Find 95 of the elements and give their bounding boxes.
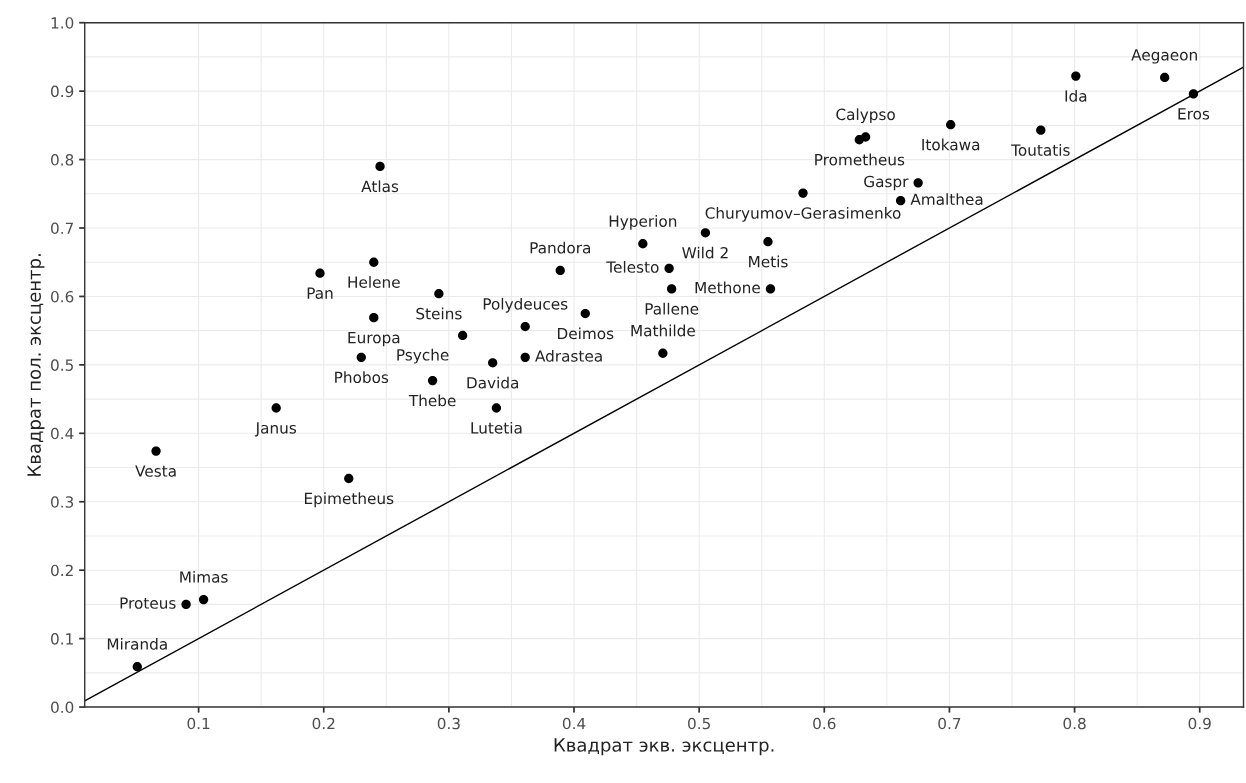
x-tick-label: 0.6 — [813, 717, 836, 730]
annotation: Psyche — [397, 348, 449, 364]
point — [895, 195, 906, 206]
x-tick-label: 0.4 — [562, 717, 586, 730]
y-tick-label: 0.3 — [51, 496, 74, 508]
point — [765, 284, 776, 294]
annotation: Adrastea — [535, 349, 602, 362]
point — [1188, 89, 1199, 99]
annotation: Janus — [254, 422, 297, 437]
x-axis-title: Квадрат экв. эксцентр. — [554, 738, 774, 756]
annotation: Itokawa — [922, 138, 980, 151]
annotation: Phobos — [335, 371, 389, 384]
point — [913, 178, 923, 188]
point — [580, 308, 590, 319]
point — [315, 268, 325, 278]
annotation: Mimas — [180, 570, 228, 583]
y-axis-title: Квадрат пол. эксцентр. — [27, 254, 45, 476]
y-tick-label: 0.2 — [51, 564, 73, 577]
x-tick-label: 0.9 — [1188, 717, 1211, 730]
annotation: Prometheus — [815, 153, 905, 166]
annotation: Pan — [307, 287, 333, 299]
point — [356, 352, 366, 363]
annotation: Vesta — [135, 465, 176, 477]
annotation: Methone — [695, 281, 760, 294]
point — [664, 263, 674, 274]
y-tick-label: 0.4 — [51, 427, 74, 440]
y-tick-label: 0.5 — [51, 359, 73, 371]
x-tick-label: 0.5 — [688, 717, 710, 730]
y-tick-label: 0.9 — [51, 85, 74, 98]
point — [1071, 71, 1081, 81]
annotation: Miranda — [107, 638, 167, 650]
annotation: Aegaeon — [1131, 49, 1197, 64]
point — [946, 120, 956, 130]
point — [520, 321, 530, 332]
annotation: Pallene — [645, 302, 699, 315]
y-tick-label: 1.0 — [51, 17, 74, 29]
point — [369, 313, 379, 323]
annotation: Hyperion — [609, 215, 677, 230]
annotation: Eros — [1178, 108, 1210, 120]
y-tick-label: 0.8 — [51, 154, 74, 166]
annotation: Churyumov–Gerasimenko — [705, 207, 901, 222]
x-tick-label: 0.3 — [437, 717, 460, 730]
point — [491, 403, 502, 413]
annotation: Atlas — [361, 180, 399, 193]
point — [344, 473, 354, 484]
point — [763, 237, 773, 247]
point — [457, 330, 468, 341]
point — [658, 348, 668, 358]
point — [638, 239, 648, 249]
point — [488, 358, 498, 368]
annotation: Telesto — [606, 260, 659, 273]
point — [375, 161, 385, 172]
annotation: Metis — [749, 255, 788, 268]
x-tick-label: 0.1 — [187, 717, 210, 730]
annotation: Mathilde — [631, 324, 695, 337]
point — [666, 284, 677, 294]
annotation: Wild 2 — [682, 246, 728, 259]
point — [860, 132, 871, 142]
y-tick-label: 0.1 — [51, 633, 73, 645]
point — [181, 599, 191, 610]
x-tick-label: 0.2 — [312, 717, 335, 730]
annotation: Europa — [348, 332, 400, 347]
x-tick-label: 0.8 — [1063, 717, 1086, 730]
x-tick-label: 0.7 — [938, 717, 961, 730]
y-tick-label: 0.7 — [51, 222, 74, 235]
point — [798, 188, 808, 198]
point — [434, 289, 444, 299]
point — [700, 228, 711, 238]
y-tick-label: 0.0 — [51, 701, 74, 714]
point — [1036, 125, 1046, 135]
annotation: Epimetheus — [304, 492, 394, 508]
point — [369, 257, 379, 267]
annotation: Polydeuces — [483, 297, 568, 313]
point — [427, 375, 438, 386]
point — [555, 265, 565, 276]
point — [520, 352, 530, 363]
point — [271, 403, 281, 413]
annotation: Gaspr — [864, 175, 909, 191]
point — [132, 662, 142, 672]
point — [1160, 72, 1170, 83]
annotation: Ida — [1065, 89, 1087, 102]
annotation: Deimos — [557, 327, 614, 340]
annotation: Davida — [467, 376, 519, 389]
annotation: Pandora — [530, 241, 590, 254]
annotation: Steins — [416, 307, 462, 320]
y-tick-label: 0.6 — [51, 290, 74, 303]
point — [198, 594, 209, 605]
annotation: Toutatis — [1011, 144, 1070, 156]
annotation: Helene — [348, 276, 400, 288]
annotation: Amalthea — [910, 193, 983, 206]
annotation: Calypso — [836, 108, 895, 124]
annotation: Proteus — [120, 597, 176, 609]
annotation: Lutetia — [471, 421, 522, 434]
point — [151, 446, 161, 456]
annotation: Thebe — [408, 394, 456, 407]
